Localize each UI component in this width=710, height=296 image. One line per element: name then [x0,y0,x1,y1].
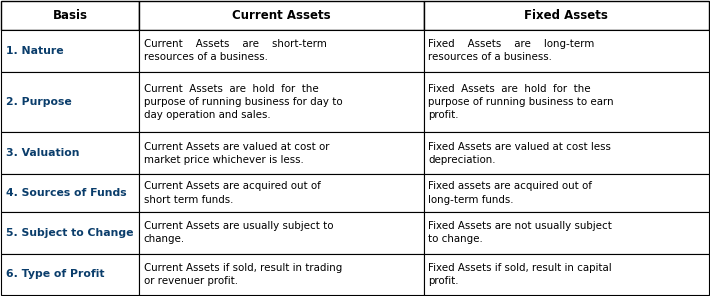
Bar [1,30,139,72]
Bar [424,174,709,212]
Text: Fixed Assets: Fixed Assets [524,9,608,22]
Bar [1,132,139,174]
Text: Current    Assets    are    short-term
resources of a business.: Current Assets are short-term resources … [143,39,327,62]
Bar [1,212,139,254]
Bar [139,132,424,174]
Bar [139,72,424,132]
Bar [139,1,424,30]
Bar [139,254,424,295]
Bar [1,254,139,295]
Bar [424,1,709,30]
Bar [424,30,709,72]
Text: 5. Subject to Change: 5. Subject to Change [6,228,133,238]
Bar [1,174,139,212]
Text: Fixed Assets are not usually subject
to change.: Fixed Assets are not usually subject to … [428,221,612,244]
Text: 1. Nature: 1. Nature [6,46,63,56]
Bar [139,174,424,212]
Text: Fixed Assets if sold, result in capital
profit.: Fixed Assets if sold, result in capital … [428,263,612,286]
Text: Current  Assets  are  hold  for  the
purpose of running business for day to
day : Current Assets are hold for the purpose … [143,84,342,120]
Text: Current Assets: Current Assets [232,9,331,22]
Text: 4. Sources of Funds: 4. Sources of Funds [6,188,126,198]
Bar [424,254,709,295]
Bar [424,72,709,132]
Text: Current Assets are valued at cost or
market price whichever is less.: Current Assets are valued at cost or mar… [143,141,329,165]
Bar [1,1,139,30]
Text: 2. Purpose: 2. Purpose [6,97,72,107]
Bar [424,132,709,174]
Text: Current Assets are usually subject to
change.: Current Assets are usually subject to ch… [143,221,333,244]
Text: Fixed    Assets    are    long-term
resources of a business.: Fixed Assets are long-term resources of … [428,39,594,62]
Text: Fixed Assets are valued at cost less
depreciation.: Fixed Assets are valued at cost less dep… [428,141,611,165]
Bar [139,212,424,254]
Text: 3. Valuation: 3. Valuation [6,148,79,158]
Bar [139,30,424,72]
Text: Fixed  Assets  are  hold  for  the
purpose of running business to earn
profit.: Fixed Assets are hold for the purpose of… [428,84,614,120]
Bar [424,212,709,254]
Text: Current Assets are acquired out of
short term funds.: Current Assets are acquired out of short… [143,181,320,205]
Text: 6. Type of Profit: 6. Type of Profit [6,269,104,279]
Text: Current Assets if sold, result in trading
or revenuer profit.: Current Assets if sold, result in tradin… [143,263,342,286]
Text: Basis: Basis [53,9,88,22]
Text: Fixed assets are acquired out of
long-term funds.: Fixed assets are acquired out of long-te… [428,181,592,205]
Bar [1,72,139,132]
